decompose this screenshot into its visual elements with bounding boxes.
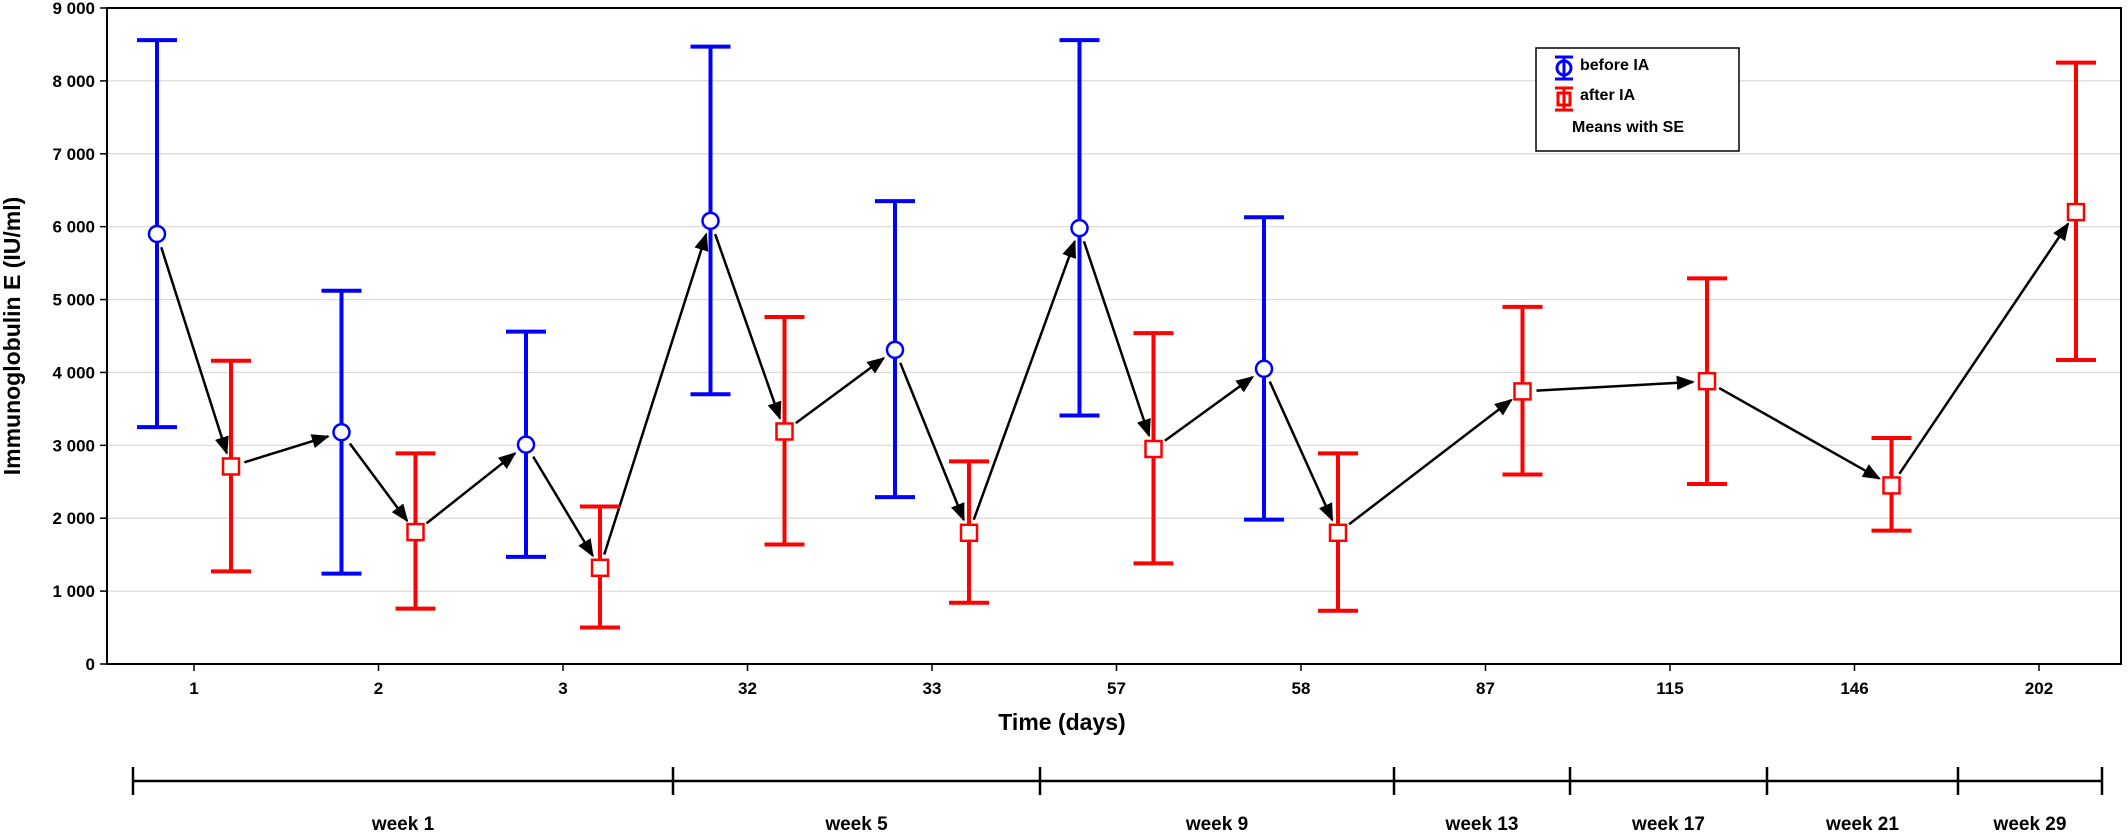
series-after-ia <box>211 60 2096 630</box>
x-tick-label: 2 <box>374 679 383 698</box>
y-tick-label: 2 000 <box>52 509 95 528</box>
x-axis-title: Time (days) <box>998 709 1125 735</box>
y-axis: 0 1 000 2 000 3 000 4 000 5 000 6 000 7 000 8 00… <box>52 0 107 674</box>
trend-arrow <box>1268 381 1334 522</box>
x-tick-label: 87 <box>1476 679 1495 698</box>
trend-arrows <box>160 222 2070 558</box>
mean-point-before-ia <box>885 340 905 360</box>
series-before-ia <box>137 38 1284 576</box>
week-label: week 9 <box>1185 814 1248 835</box>
mean-point-after-ia <box>590 558 610 578</box>
legend-before-ia-swatch <box>1555 55 1573 81</box>
legend-after-ia-swatch <box>1555 86 1573 112</box>
trend-arrow <box>795 357 886 425</box>
y-tick-label: 7 000 <box>52 145 95 164</box>
mean-point-after-ia <box>1144 439 1163 459</box>
mean-point-before-ia <box>1070 218 1089 238</box>
trend-arrow <box>1898 222 2070 475</box>
trend-arrow <box>1536 375 1695 392</box>
mean-point-before-ia <box>332 422 351 442</box>
mean-point-after-ia <box>2066 202 2086 222</box>
trend-arrow <box>425 452 517 525</box>
x-tick-label: 32 <box>738 679 757 698</box>
x-tick-label: 33 <box>923 679 942 698</box>
mean-point-after-ia <box>1697 371 1717 391</box>
week-label: week 5 <box>824 814 888 835</box>
y-tick-label: 0 <box>86 655 95 674</box>
mean-point-after-ia <box>1882 476 1901 495</box>
trend-arrow <box>1718 386 1881 480</box>
legend-after-ia: after IA <box>1580 87 1636 104</box>
trend-arrow <box>532 455 594 558</box>
y-tick-label: 4 000 <box>52 363 95 382</box>
x-tick-label: 1 <box>189 679 198 698</box>
week-label: week 17 <box>1631 814 1705 835</box>
week-timeline: week 1 week 5 week 9 week 13 week 17 week 21 w… <box>131 767 2104 835</box>
week-label: week 21 <box>1825 814 1899 835</box>
trend-arrow <box>1164 375 1255 442</box>
x-tick-label: 202 <box>2025 679 2053 698</box>
series-marks <box>137 38 2096 630</box>
trend-arrow <box>603 232 709 555</box>
trend-arrow <box>348 442 409 523</box>
x-tick-label: 58 <box>1292 679 1311 698</box>
trend-arrow <box>972 239 1076 521</box>
y-tick-label: 8 000 <box>52 72 95 91</box>
trend-arrow <box>713 233 782 420</box>
mean-point-before-ia <box>516 435 536 454</box>
x-tick-label: 57 <box>1107 679 1126 698</box>
mean-point-after-ia <box>775 422 794 441</box>
legend: before IA after IA Means with SE <box>1535 47 1740 152</box>
trend-arrow <box>899 362 965 522</box>
mean-point-before-ia <box>1254 359 1274 379</box>
mean-point-before-ia <box>701 211 720 231</box>
mean-point-after-ia <box>959 523 979 543</box>
week-label: week 1 <box>371 814 435 835</box>
y-tick-label: 9 000 <box>52 0 95 18</box>
x-tick-label: 115 <box>1656 679 1683 698</box>
y-tick-label: 1 000 <box>52 582 95 601</box>
x-tick-label: 3 <box>558 679 567 698</box>
plot-area-frame <box>106 7 2122 665</box>
legend-before-ia: before IA <box>1580 57 1650 74</box>
mean-point-before-ia <box>147 224 167 244</box>
grid-lines <box>107 80 2121 592</box>
x-axis: 1 2 3 32 33 57 58 87 115 146 202 <box>189 664 2053 698</box>
trend-arrow <box>1082 241 1151 438</box>
x-tick-label: 146 <box>1840 679 1868 698</box>
mean-point-after-ia <box>1328 523 1348 543</box>
mean-point-after-ia <box>406 522 425 542</box>
mean-point-after-ia <box>1513 382 1532 401</box>
week-label: week 29 <box>1993 814 2067 835</box>
y-tick-label: 3 000 <box>52 436 95 455</box>
trend-arrow <box>160 246 229 455</box>
trend-arrow <box>1348 398 1513 526</box>
mean-point-after-ia <box>221 457 241 476</box>
week-label: week 13 <box>1445 814 1519 835</box>
y-tick-label: 6 000 <box>52 218 95 237</box>
y-axis-title: Immunoglobulin E (IU/ml) <box>0 197 25 476</box>
legend-note: Means with SE <box>1572 119 1684 136</box>
trend-arrow <box>244 434 330 464</box>
y-tick-label: 5 000 <box>52 291 95 310</box>
